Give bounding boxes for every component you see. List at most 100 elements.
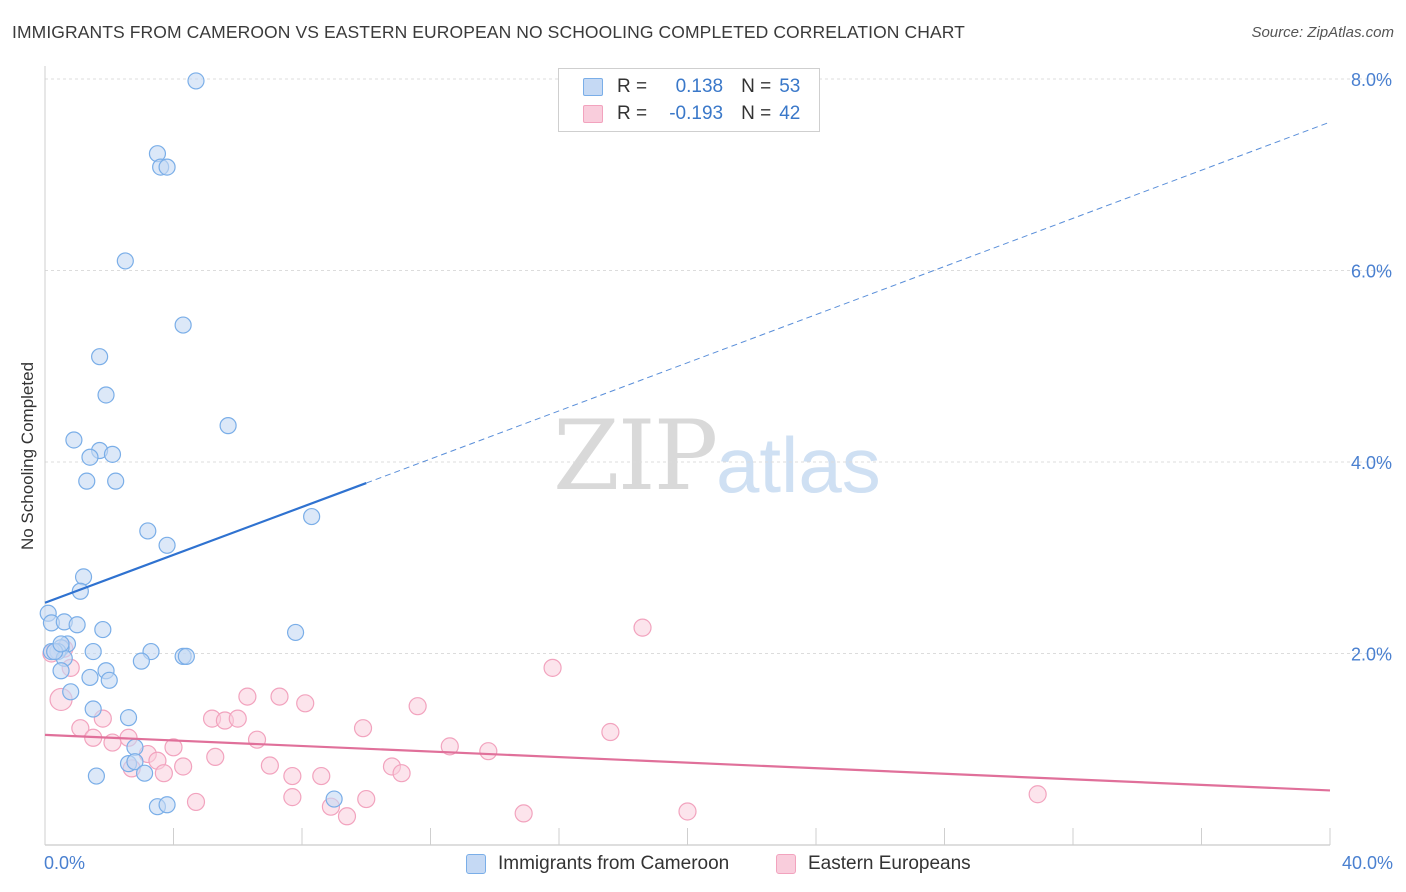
data-point-eastern-europeans <box>238 687 257 706</box>
trend-lines <box>44 121 1331 792</box>
data-point-cameroon <box>219 417 237 435</box>
grid-lines <box>45 78 1390 654</box>
data-point-eastern-europeans <box>408 697 427 716</box>
legend-r-value-cameroon: 0.138 <box>675 76 724 97</box>
data-point-eastern-europeans <box>296 694 315 713</box>
data-point-cameroon <box>65 431 83 449</box>
data-point-eastern-europeans <box>514 804 533 823</box>
data-point-cameroon <box>158 796 176 814</box>
data-point-eastern-europeans <box>186 792 206 812</box>
data-point-cameroon <box>103 445 122 463</box>
bottom-legend-swatch-blue <box>466 854 486 874</box>
bottom-legend-eastern: Eastern Europeans <box>776 852 971 876</box>
data-point-cameroon <box>132 652 150 670</box>
data-point-eastern-europeans <box>1028 785 1047 804</box>
series-eastern-europeans-points <box>42 618 1047 826</box>
data-point-cameroon <box>84 642 102 661</box>
legend-r-label: R = <box>617 76 648 97</box>
legend-n-label: N = <box>741 76 772 97</box>
data-point-eastern-europeans <box>440 737 459 756</box>
y-tick-label: 6.0% <box>1351 262 1392 282</box>
data-point-cameroon <box>177 647 195 665</box>
data-point-cameroon <box>94 620 112 639</box>
data-point-cameroon <box>119 709 138 727</box>
correlation-legend: R = 0.138 N = 53 R = -0.193 N = 42 <box>558 68 820 132</box>
data-point-cameroon <box>325 790 343 808</box>
data-point-eastern-europeans <box>678 802 697 821</box>
legend-swatch-blue <box>583 78 603 96</box>
data-point-cameroon <box>174 316 192 334</box>
legend-swatch-pink <box>583 105 603 123</box>
bottom-legend-label-cameroon: Immigrants from Cameroon <box>498 853 730 874</box>
data-point-eastern-europeans <box>601 722 620 742</box>
data-point-eastern-europeans <box>206 747 225 767</box>
data-point-eastern-europeans <box>270 687 289 706</box>
data-point-eastern-europeans <box>283 788 302 807</box>
data-point-eastern-europeans <box>154 764 173 783</box>
data-point-cameroon <box>100 671 118 689</box>
y-axis-label: No Schooling Completed <box>18 361 37 551</box>
legend-r-label: R = <box>617 103 648 124</box>
axes <box>44 66 1331 846</box>
data-point-cameroon <box>158 158 176 176</box>
trend-line-cameroon <box>44 482 367 604</box>
data-point-cameroon <box>91 348 109 366</box>
legend-row-cameroon: R = 0.138 N = 53 <box>583 75 800 99</box>
data-point-cameroon <box>126 753 144 771</box>
data-point-cameroon <box>52 662 70 680</box>
data-point-eastern-europeans <box>260 756 279 775</box>
data-point-eastern-europeans <box>247 730 267 749</box>
data-point-eastern-europeans <box>283 766 302 786</box>
tick-labels: 2.0% 4.0% 6.0% 8.0% 0.0% 40.0% <box>44 70 1393 873</box>
data-point-cameroon <box>286 623 305 642</box>
data-point-eastern-europeans <box>164 738 183 757</box>
source-credit: Source: ZipAtlas.com <box>1251 24 1394 41</box>
data-point-cameroon <box>81 668 99 687</box>
data-point-cameroon <box>84 700 102 718</box>
y-tick-label: 4.0% <box>1351 453 1392 473</box>
data-point-cameroon <box>116 252 134 270</box>
data-point-cameroon <box>303 507 321 526</box>
data-point-eastern-europeans <box>543 658 562 677</box>
x-tick-label-max: 40.0% <box>1342 853 1393 873</box>
legend-row-eastern-europeans: R = -0.193 N = 42 <box>583 102 800 126</box>
data-point-cameroon <box>52 635 70 653</box>
data-point-eastern-europeans <box>479 742 498 761</box>
data-point-cameroon <box>126 738 144 756</box>
trend-line-cameroon-extension <box>366 121 1331 484</box>
bottom-legend-cameroon: Immigrants from Cameroon <box>466 852 729 876</box>
watermark-zip: ZIP <box>553 400 718 512</box>
y-tick-label: 2.0% <box>1351 645 1392 665</box>
series-cameroon-points <box>39 72 343 816</box>
y-tick-label: 8.0% <box>1351 70 1392 90</box>
data-point-cameroon <box>107 472 125 490</box>
data-point-eastern-europeans <box>633 618 652 637</box>
data-point-cameroon <box>135 764 154 782</box>
data-point-cameroon <box>78 472 96 490</box>
data-point-cameroon <box>87 767 106 785</box>
data-point-cameroon <box>62 683 80 701</box>
data-point-eastern-europeans <box>392 764 411 783</box>
legend-r-value-eastern: -0.193 <box>669 103 724 124</box>
data-point-cameroon <box>68 616 86 634</box>
data-point-eastern-europeans <box>312 766 331 786</box>
data-point-eastern-europeans <box>357 789 376 809</box>
bottom-legend-label-eastern: Eastern Europeans <box>808 853 971 874</box>
data-point-cameroon <box>158 536 176 554</box>
legend-n-value-cameroon: 53 <box>779 76 801 97</box>
data-point-eastern-europeans <box>174 757 193 776</box>
data-point-cameroon <box>97 386 115 404</box>
data-point-eastern-europeans <box>353 719 373 738</box>
data-point-eastern-europeans <box>337 807 357 826</box>
watermark-atlas: atlas <box>716 421 881 509</box>
trend-line-eastern-europeans <box>44 733 1331 792</box>
data-point-cameroon <box>81 448 99 466</box>
legend-n-value-eastern: 42 <box>779 103 801 124</box>
data-point-cameroon <box>74 568 93 586</box>
chart-title: IMMIGRANTS FROM CAMEROON VS EASTERN EURO… <box>12 22 965 42</box>
data-point-cameroon <box>187 72 205 90</box>
data-point-eastern-europeans <box>228 709 247 728</box>
data-point-cameroon <box>139 522 157 540</box>
legend-n-label: N = <box>741 103 772 124</box>
